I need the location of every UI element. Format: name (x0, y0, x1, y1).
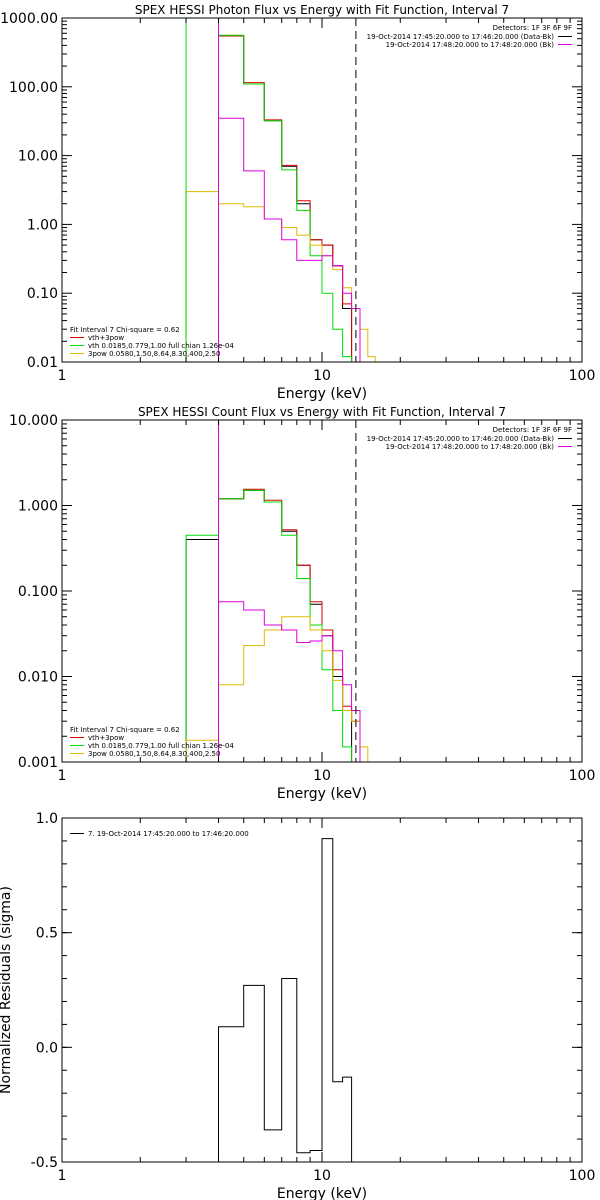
legend-entry-text: 3pow 0.0580,1.50,8.64,8.30,400,2.50 (88, 750, 220, 758)
legend-entry-text: 19-Oct-2014 17:45:20.000 to 17:46:20.000… (367, 33, 555, 41)
series-5-line (218, 601, 361, 762)
series-1-line (218, 838, 353, 1162)
y-tick-label: 1000.00 (0, 11, 58, 27)
x-tick-label: 10 (313, 768, 331, 784)
chart-title: SPEX HESSI Count Flux vs Energy with Fit… (138, 405, 506, 419)
plot-frame (61, 17, 583, 363)
legend-header: Detectors: 1F 3F 6F 9F (493, 24, 572, 32)
legend-bottom-left: Fit Interval 7 Chi-square = 0.62vth+3pow… (70, 726, 234, 758)
x-tick-label: 10 (313, 1168, 331, 1184)
y-tick-label: 10.00 (18, 149, 58, 165)
x-axis-label: Energy (keV) (277, 386, 367, 402)
series-2-line (218, 488, 361, 762)
x-tick-label: 100 (569, 1168, 596, 1184)
y-tick-label: 0.100 (18, 584, 58, 600)
plot-frame (61, 419, 583, 763)
series-1-line (218, 35, 353, 362)
y-tick-label: 100.00 (9, 80, 58, 96)
y-axis: 0.01 0.10 1.00 10.00 100.00 1000.00 (0, 11, 582, 371)
x-tick-label: 10 (313, 368, 331, 384)
legend-header: Fit Interval 7 Chi-square = 0.62 (70, 326, 180, 334)
series-2-line (218, 35, 353, 362)
series-4-line (185, 616, 369, 762)
legend-header: Fit Interval 7 Chi-square = 0.62 (70, 726, 180, 734)
x-axis: 1 10 100 (58, 18, 596, 384)
y-axis-label: Normalized Residuals (sigma) (0, 886, 14, 1094)
x-axis-label: Energy (keV) (277, 1186, 367, 1200)
legend-entry-text: vth 0.0185,0.779,1.00 full chian 1.26e-0… (88, 742, 234, 750)
y-tick-label: 0.10 (27, 286, 58, 302)
y-tick-label: 1.0 (36, 811, 58, 827)
y-tick-label: 0.01 (27, 355, 58, 371)
legend-entry-text: 19-Oct-2014 17:48:20.000 to 17:48:20.000… (386, 443, 555, 451)
y-tick-label: -0.5 (31, 1155, 58, 1171)
y-tick-label: 0.0 (36, 1040, 58, 1056)
legend-header: Detectors: 1F 3F 6F 9F (493, 426, 572, 434)
legend-bottom-left: Fit Interval 7 Chi-square = 0.62vth+3pow… (70, 326, 234, 358)
chart-title: SPEX HESSI Photon Flux vs Energy with Fi… (135, 3, 509, 17)
legend-entry-text: vth+3pow (88, 734, 124, 742)
series-5-line (218, 117, 361, 362)
y-tick-label: 1.00 (27, 217, 58, 233)
chart-panel-3: 1 10 100 Energy (keV) -0.5 0.0 0.5 1.0 Normalize… (0, 811, 595, 1200)
x-axis: 1 10 100 (58, 818, 596, 1184)
plot-area (185, 18, 376, 362)
legend-entry-text: 3pow 0.0580,1.50,8.64,8.30,400,2.50 (88, 350, 220, 358)
series-3-line (218, 34, 353, 362)
plot-area (218, 838, 353, 1162)
x-tick-label: 100 (569, 768, 596, 784)
y-tick-label: 1.000 (18, 499, 58, 515)
legend-entry-text: 7. 19-Oct-2014 17:45:20.000 to 17:46:20.… (88, 830, 249, 838)
legend-entry-text: vth+3pow (88, 334, 124, 342)
y-axis: 0.001 0.010 0.100 1.000 10.000 (9, 413, 582, 771)
y-tick-label: 0.010 (18, 670, 58, 686)
y-tick-label: 0.5 (36, 926, 58, 942)
legend-entry-text: 19-Oct-2014 17:48:20.000 to 17:48:20.000… (386, 41, 555, 49)
x-axis-label: Energy (keV) (277, 786, 367, 802)
legend-entry-text: vth 0.0185,0.779,1.00 full chian 1.26e-0… (88, 342, 234, 350)
y-axis: -0.5 0.0 0.5 1.0 (31, 811, 582, 1171)
y-tick-label: 10.000 (9, 413, 58, 429)
plot-area (185, 420, 369, 762)
chart-panel-2: SPEX HESSI Count Flux vs Energy with Fit… (9, 405, 595, 802)
series-3-line (185, 489, 353, 762)
x-tick-label: 1 (58, 768, 67, 784)
series-1-line (185, 489, 353, 762)
chart-panel-1: SPEX HESSI Photon Flux vs Energy with Fi… (0, 3, 595, 402)
y-tick-label: 0.001 (18, 755, 58, 771)
series-4-line (185, 191, 376, 362)
x-tick-label: 1 (58, 1168, 67, 1184)
x-tick-label: 1 (58, 368, 67, 384)
legend-entry-text: 19-Oct-2014 17:45:20.000 to 17:46:20.000… (367, 435, 555, 443)
legend-top-left: 7. 19-Oct-2014 17:45:20.000 to 17:46:20.… (70, 830, 249, 838)
x-axis: 1 10 100 (58, 420, 596, 784)
x-tick-label: 100 (569, 368, 596, 384)
